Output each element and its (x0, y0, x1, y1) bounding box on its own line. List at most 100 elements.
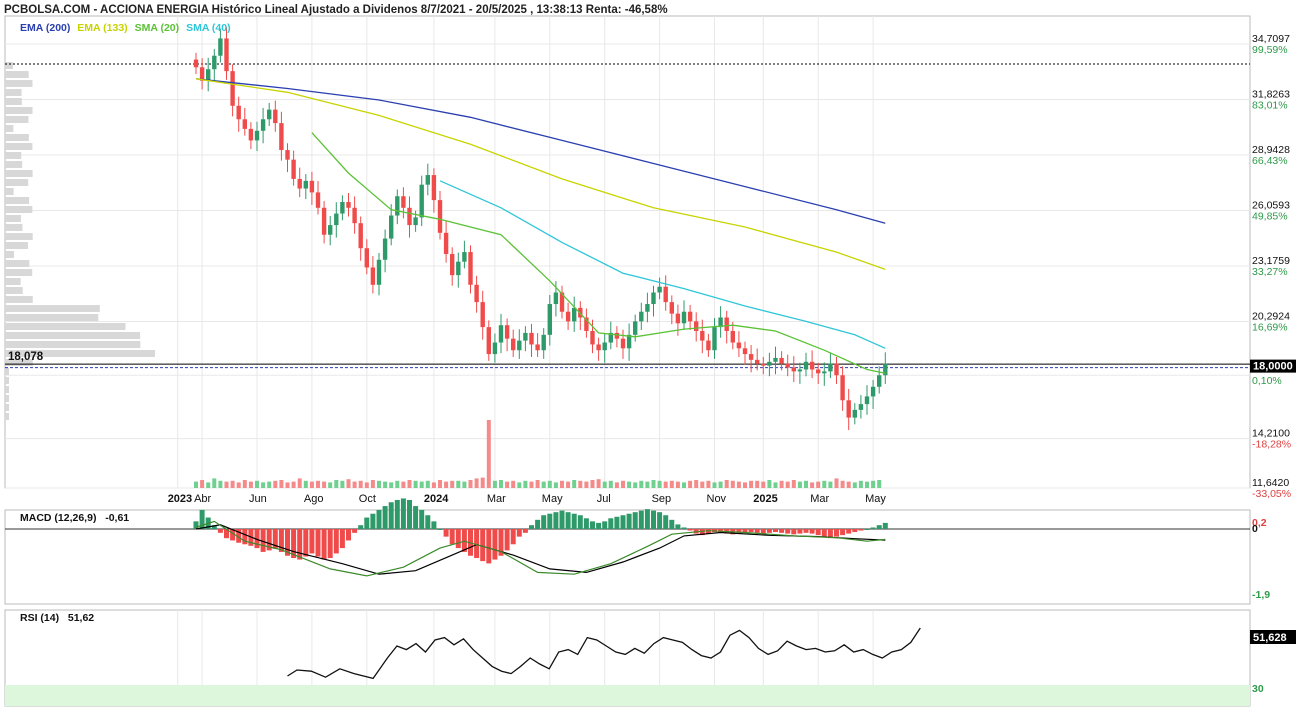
macd-hist-bar (779, 529, 785, 533)
candle (315, 181, 321, 215)
candle (809, 350, 815, 379)
volume-bar (645, 481, 650, 488)
volume-bar (749, 480, 754, 488)
candle (260, 107, 266, 144)
volume-profile-bar (5, 152, 22, 159)
volume-bar (517, 482, 522, 488)
volume-bar (724, 480, 729, 488)
volume-profile-bar (5, 368, 9, 375)
reference-line-label: 18,078 (8, 351, 44, 363)
price-tick-label: 20,2924 (1252, 310, 1290, 322)
candle (248, 122, 254, 150)
candle (626, 323, 632, 361)
candle (858, 395, 864, 419)
volume-bar (492, 480, 497, 488)
volume-bar (425, 480, 430, 488)
volume-bar (407, 480, 412, 488)
candle (407, 196, 412, 238)
macd-hist-bar (285, 529, 290, 556)
volume-bar (858, 480, 863, 488)
candle-body (565, 311, 571, 322)
macd-hist-bar (419, 509, 425, 529)
candle-body (443, 232, 449, 254)
volume-bar (413, 480, 418, 488)
macd-hist-bar (230, 529, 236, 541)
rsi-title: RSI (14) (20, 612, 60, 624)
x-tick-label: May (865, 493, 886, 505)
rsi-value: 51,62 (67, 612, 95, 624)
candle-body (248, 128, 254, 141)
volume-bar (761, 481, 766, 488)
candle (328, 216, 333, 246)
candle-body (681, 311, 687, 324)
volume-bar (474, 478, 479, 488)
candle (462, 240, 467, 269)
macd-hist-bar (809, 529, 815, 534)
volume-bar (358, 480, 363, 488)
volume-bar (584, 481, 589, 488)
volume-bar (669, 480, 674, 488)
volume-bar (865, 481, 869, 488)
candle (498, 313, 504, 354)
volume-bar (712, 482, 717, 488)
candle-body (370, 267, 376, 285)
candle-body (523, 332, 528, 341)
macd-hist-bar (407, 499, 412, 529)
candle-body (626, 334, 632, 349)
candle-body (224, 38, 229, 72)
volume-bar (212, 478, 217, 488)
volume-bar (486, 420, 491, 488)
macd-hist-bar (339, 529, 345, 549)
volume-bar (456, 480, 461, 488)
macd-hist-bar (571, 513, 577, 529)
volume-profile-bar (5, 107, 33, 114)
price-tick-pct: 99,59% (1252, 44, 1288, 56)
volume-bar (822, 480, 827, 488)
macd-hist-bar (797, 529, 803, 534)
candle (267, 102, 272, 126)
macd-hist-bar (529, 525, 534, 529)
price-tick-pct: 83,01% (1252, 99, 1288, 111)
volume-bar (639, 480, 644, 488)
macd-hist-bar (413, 506, 419, 529)
macd-hist-bar (815, 529, 821, 536)
candle (687, 304, 693, 331)
candle (797, 362, 803, 384)
candle-body (315, 192, 321, 208)
candle (565, 302, 571, 331)
volume-bar (242, 480, 247, 488)
candle (291, 150, 296, 186)
macd-hist-bar (443, 529, 449, 537)
macd-hist-bar (748, 529, 754, 533)
macd-hist-bar (291, 529, 297, 559)
candle (761, 356, 766, 375)
candle-body (242, 119, 247, 129)
volume-profile-bar (5, 71, 29, 78)
candle-body (425, 175, 430, 185)
macd-hist-bar (736, 529, 742, 534)
candle-body (840, 375, 845, 401)
volume-profile-bar (5, 161, 23, 168)
candle-body (559, 292, 565, 312)
price-tick-pct: 16,69% (1252, 321, 1288, 333)
candle (352, 196, 357, 234)
macd-hist-bar (346, 529, 351, 541)
volume-profile-bar (5, 296, 33, 303)
candle-body (450, 253, 455, 276)
candle (364, 239, 369, 275)
macd-hist-bar (834, 529, 839, 537)
volume-bar (767, 480, 772, 488)
macd-hist-bar (272, 529, 278, 549)
macd-hist-bar (632, 512, 638, 529)
volume-bar (248, 481, 253, 488)
macd-hist-bar (614, 516, 620, 529)
macd-hist-bar (455, 529, 461, 549)
chart-title: PCBOLSA.COM - ACCIONA ENERGIA Histórico … (4, 4, 668, 16)
macd-hist-bar (211, 525, 217, 529)
candle-body (620, 338, 626, 349)
macd-hist-bar (327, 529, 333, 559)
x-tick-label: 2023 (168, 493, 192, 505)
volume-bar (596, 479, 601, 488)
candle (645, 292, 650, 323)
candle (755, 348, 760, 371)
